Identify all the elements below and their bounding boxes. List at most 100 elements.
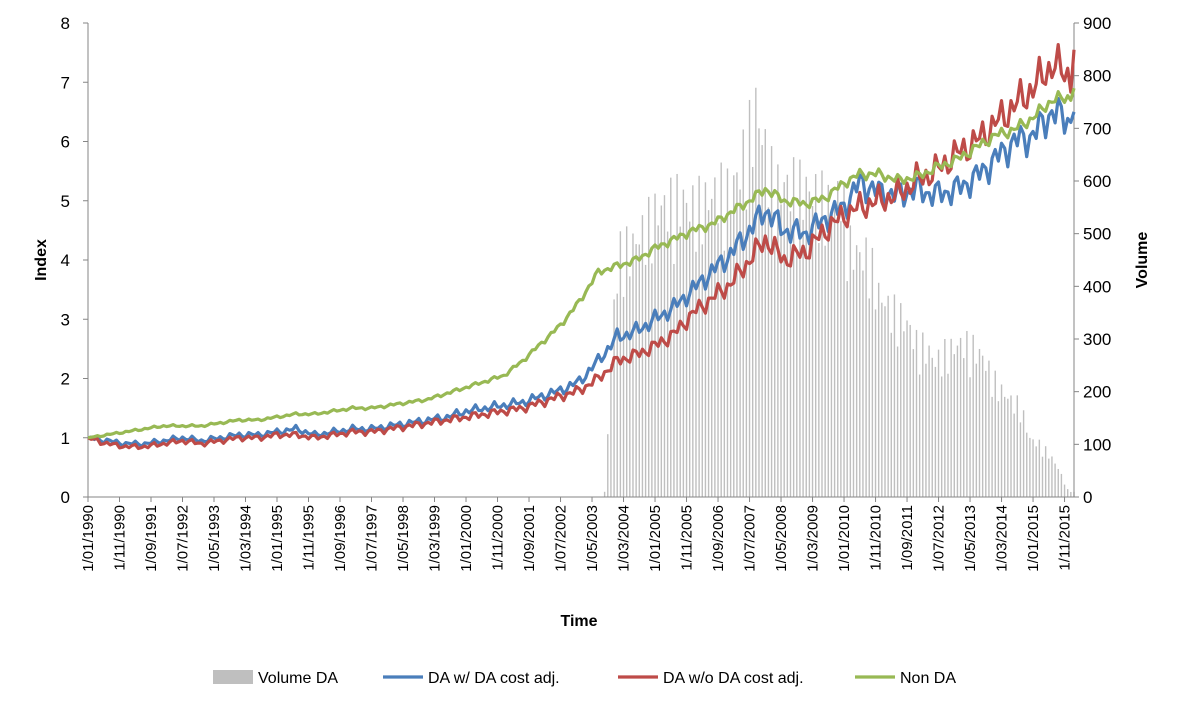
volume-bar bbox=[651, 263, 653, 497]
volume-bar bbox=[657, 225, 659, 497]
volume-bar bbox=[1016, 395, 1018, 497]
volume-bar bbox=[758, 128, 760, 497]
volume-bar bbox=[742, 129, 744, 497]
volume-bar bbox=[827, 184, 829, 498]
x-tick-label: 1/01/2000 bbox=[458, 505, 475, 572]
volume-bar bbox=[862, 270, 864, 497]
volume-bar bbox=[940, 376, 943, 497]
x-tick-label: 1/01/2005 bbox=[647, 505, 664, 572]
volume-bar bbox=[685, 202, 688, 497]
y2-tick-label: 600 bbox=[1083, 172, 1111, 191]
volume-bar bbox=[931, 357, 933, 497]
x-tick-label: 1/03/2009 bbox=[805, 505, 822, 572]
x-tick-label: 1/07/1992 bbox=[175, 505, 192, 572]
volume-bar bbox=[607, 434, 609, 497]
volume-bar bbox=[915, 329, 918, 497]
volume-bar bbox=[635, 244, 637, 497]
volume-bar bbox=[1044, 446, 1047, 497]
series-line bbox=[87, 43, 1076, 451]
volume-bar bbox=[1066, 489, 1069, 497]
y-tick-label: 4 bbox=[61, 251, 70, 270]
y2-tick-label: 800 bbox=[1083, 67, 1111, 86]
volume-bar bbox=[953, 354, 955, 497]
x-tick-label: 1/05/2003 bbox=[584, 505, 601, 572]
volume-bar bbox=[767, 207, 770, 497]
volume-bar bbox=[613, 299, 615, 497]
volume-bar bbox=[616, 293, 618, 497]
legend: Volume DA DA w/ DA cost adj. DA w/o DA cos… bbox=[213, 670, 956, 687]
volume-bar bbox=[937, 349, 940, 497]
x-tick-label: 1/05/1993 bbox=[206, 505, 223, 572]
x-tick-label: 1/07/2012 bbox=[931, 505, 948, 572]
volume-bar bbox=[972, 334, 974, 497]
x-tick-label: 1/07/2007 bbox=[742, 505, 759, 572]
volume-bar bbox=[1051, 456, 1053, 497]
volume-bar bbox=[859, 252, 861, 497]
x-tick-label: 1/11/1990 bbox=[112, 505, 129, 571]
volume-bar bbox=[865, 237, 867, 497]
volume-bar bbox=[622, 296, 625, 497]
volume-bar bbox=[994, 370, 996, 497]
legend-label: DA w/o DA cost adj. bbox=[663, 670, 804, 687]
volume-bar bbox=[774, 241, 776, 497]
volume-bar bbox=[701, 244, 703, 497]
volume-bar bbox=[1026, 432, 1028, 497]
volume-bars bbox=[603, 87, 1075, 498]
x-tick-label: 1/05/2008 bbox=[773, 505, 790, 572]
x-tick-label: 1/11/2015 bbox=[1057, 505, 1074, 571]
x-tick-label: 1/09/2011 bbox=[899, 505, 916, 571]
y-axis-title: Index bbox=[33, 239, 50, 281]
volume-bar bbox=[632, 233, 634, 497]
volume-bar bbox=[906, 320, 908, 497]
volume-bar bbox=[928, 345, 930, 497]
x-tick-label: 1/01/2015 bbox=[1025, 505, 1042, 572]
volume-bar bbox=[978, 348, 981, 497]
volume-bar bbox=[855, 245, 858, 497]
volume-bar bbox=[726, 168, 729, 497]
volume-bar bbox=[840, 221, 842, 497]
volume-bar bbox=[748, 99, 751, 497]
y2-tick-label: 0 bbox=[1083, 488, 1092, 507]
y2-tick-label: 700 bbox=[1083, 119, 1111, 138]
x-tick-label: 1/07/2002 bbox=[553, 505, 570, 572]
y-tick-label: 0 bbox=[61, 488, 70, 507]
x-tick-label: 1/01/1990 bbox=[80, 505, 97, 572]
volume-bar bbox=[833, 202, 836, 498]
y2-axis-title: Volume bbox=[1134, 232, 1151, 289]
volume-bar bbox=[808, 191, 811, 498]
y-tick-label: 7 bbox=[61, 73, 70, 92]
volume-bar bbox=[629, 276, 631, 497]
volume-bar bbox=[707, 210, 710, 497]
x-tick-label: 1/11/2010 bbox=[868, 505, 885, 571]
y-tick-label: 5 bbox=[61, 192, 70, 211]
y2-tick-label: 200 bbox=[1083, 383, 1111, 402]
volume-bar bbox=[717, 223, 719, 497]
volume-bar bbox=[1035, 446, 1037, 497]
x-tick-label: 1/09/1996 bbox=[332, 505, 349, 572]
volume-bar bbox=[918, 374, 921, 497]
volume-bar bbox=[890, 332, 892, 497]
legend-label: DA w/ DA cost adj. bbox=[428, 670, 560, 687]
volume-bar bbox=[852, 269, 855, 497]
volume-bar bbox=[896, 346, 899, 497]
volume-bar bbox=[1041, 456, 1044, 497]
volume-bar bbox=[887, 295, 889, 497]
volume-bar bbox=[903, 331, 905, 497]
y-tick-label: 8 bbox=[61, 14, 70, 33]
x-tick-label: 1/01/1995 bbox=[269, 505, 286, 572]
volume-bar bbox=[1038, 439, 1041, 497]
volume-bar bbox=[720, 162, 722, 497]
volume-bar bbox=[770, 146, 773, 497]
volume-bar bbox=[997, 401, 1000, 497]
volume-bar bbox=[745, 209, 748, 498]
volume-bar bbox=[909, 324, 911, 497]
volume-bar bbox=[1000, 384, 1003, 497]
volume-bar bbox=[783, 182, 785, 498]
volume-bar bbox=[991, 396, 993, 497]
x-tick-label: 1/03/1999 bbox=[427, 505, 444, 572]
volume-bar bbox=[944, 339, 946, 497]
volume-bar bbox=[660, 205, 663, 497]
volume-bar bbox=[603, 491, 606, 497]
legend-label: Non DA bbox=[900, 670, 956, 687]
